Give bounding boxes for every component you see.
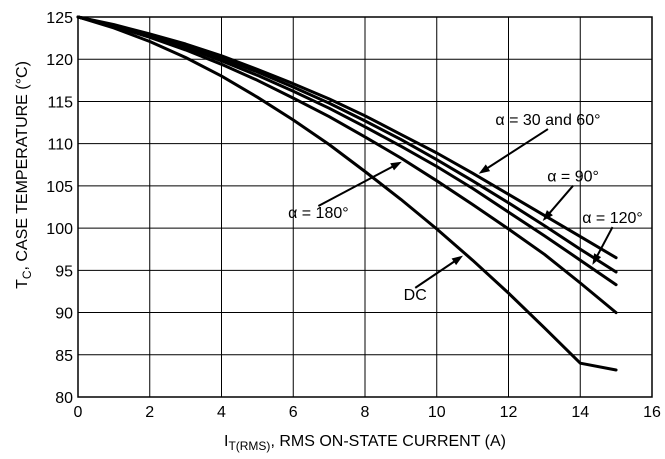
x-axis-title-sub: T(RMS) [228,439,270,453]
series-line [76,15,618,274]
annotation-arrowhead [478,164,491,174]
series-lines [76,15,618,372]
x-tick-label: 2 [145,404,154,421]
annotation-label: α = 90° [547,169,599,186]
annotation-arrow [317,164,396,207]
annotation-label: DC [404,287,427,304]
series-line [76,15,618,372]
annotation-arrowhead [592,253,602,265]
annotation-arrow [547,185,574,216]
y-tick-label: 80 [55,390,73,407]
y-tick-label: 125 [46,10,73,27]
tick-labels: 0 2 4 6 8 10 12 14 16 80 85 90 95 100 105 110 115 120 125 [46,10,661,421]
y-axis-title-prefix: T [14,279,31,289]
annotations: α = 30 and 60° α = 90° α = 120° α = 180° DC [288,112,643,304]
x-axis-title-prefix: I [224,433,228,450]
x-axis-title-suffix: , RMS ON-STATE CURRENT (A) [270,433,506,450]
grid [77,16,653,398]
x-tick-label: 4 [217,404,226,421]
y-tick-label: 115 [47,94,73,111]
x-tick-label: 8 [361,404,370,421]
x-tick-label: 12 [500,404,518,421]
annotation-arrow [595,226,614,259]
annotation-arrow [414,259,457,289]
x-tick-label: 0 [74,404,83,421]
y-tick-label: 110 [47,137,73,154]
annotation-label: α = 30 and 60° [495,112,600,129]
series-line [76,15,618,287]
y-tick-label: 85 [55,348,73,365]
annotation-arrowhead [390,161,402,171]
y-axis-title-suffix: , CASE TEMPERATURE (°C) [14,61,31,270]
y-tick-label: 95 [55,263,73,280]
y-tick-label: 105 [46,179,73,196]
annotation-label: α = 120° [582,210,643,227]
y-tick-label: 120 [46,52,73,69]
series-line [76,15,618,315]
x-tick-label: 10 [428,404,446,421]
plot-frame [77,16,653,398]
annotation-arrowhead [542,210,553,221]
x-tick-label: 14 [571,404,589,421]
annotation-arrowhead [451,255,463,266]
y-axis-title: TC, CASE TEMPERATURE (°C) [14,61,34,289]
y-tick-label: 90 [55,306,73,323]
y-tick-label: 100 [46,221,73,238]
annotation-arrow [484,128,549,171]
x-axis-title: IT(RMS), RMS ON-STATE CURRENT (A) [224,433,506,453]
x-tick-label: 16 [643,404,661,421]
x-tick-label: 6 [289,404,298,421]
annotation-label: α = 180° [288,205,349,222]
y-axis-title-sub: C [20,270,34,279]
